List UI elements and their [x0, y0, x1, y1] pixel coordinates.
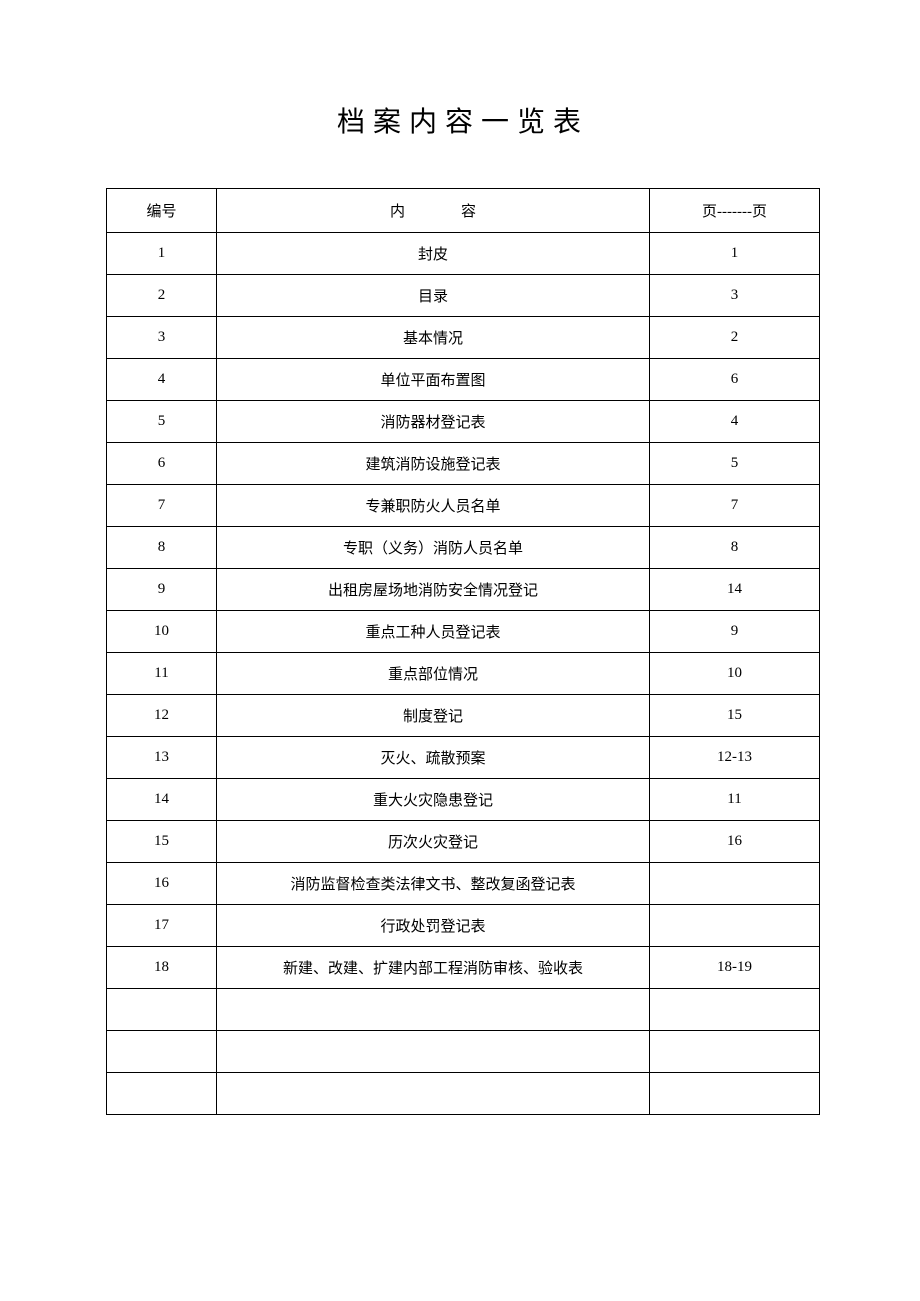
- cell-num: 3: [107, 317, 217, 359]
- cell-content: 新建、改建、扩建内部工程消防审核、验收表: [217, 947, 650, 989]
- table-row: 7专兼职防火人员名单7: [107, 485, 820, 527]
- cell-num: 5: [107, 401, 217, 443]
- table-row: [107, 1031, 820, 1073]
- cell-page: 11: [650, 779, 820, 821]
- table-row: 4单位平面布置图6: [107, 359, 820, 401]
- cell-num: 14: [107, 779, 217, 821]
- cell-num: 18: [107, 947, 217, 989]
- cell-num: 16: [107, 863, 217, 905]
- page-title: 档案内容一览表: [106, 100, 820, 140]
- cell-page: 5: [650, 443, 820, 485]
- cell-page: [650, 863, 820, 905]
- table-row: 11重点部位情况10: [107, 653, 820, 695]
- table-row: 12制度登记15: [107, 695, 820, 737]
- cell-num: 4: [107, 359, 217, 401]
- cell-num: 8: [107, 527, 217, 569]
- cell-num: 9: [107, 569, 217, 611]
- header-num: 编号: [107, 189, 217, 233]
- cell-content: [217, 1073, 650, 1115]
- cell-page: 16: [650, 821, 820, 863]
- cell-num: 1: [107, 233, 217, 275]
- cell-num: 13: [107, 737, 217, 779]
- table-row: 8专职（义务）消防人员名单8: [107, 527, 820, 569]
- cell-content: 专职（义务）消防人员名单: [217, 527, 650, 569]
- cell-content: 建筑消防设施登记表: [217, 443, 650, 485]
- cell-page: [650, 989, 820, 1031]
- header-page: 页-------页: [650, 189, 820, 233]
- table-row: 17行政处罚登记表: [107, 905, 820, 947]
- table-row: 16消防监督检查类法律文书、整改复函登记表: [107, 863, 820, 905]
- cell-content: [217, 1031, 650, 1073]
- cell-content: 出租房屋场地消防安全情况登记: [217, 569, 650, 611]
- table-header-row: 编号 内容 页-------页: [107, 189, 820, 233]
- cell-num: 7: [107, 485, 217, 527]
- cell-content: 重大火灾隐患登记: [217, 779, 650, 821]
- cell-content: 历次火灾登记: [217, 821, 650, 863]
- cell-page: 1: [650, 233, 820, 275]
- cell-num: [107, 989, 217, 1031]
- cell-content: 封皮: [217, 233, 650, 275]
- table-row: 9出租房屋场地消防安全情况登记14: [107, 569, 820, 611]
- cell-num: 15: [107, 821, 217, 863]
- cell-page: 15: [650, 695, 820, 737]
- cell-page: 3: [650, 275, 820, 317]
- cell-page: 12-13: [650, 737, 820, 779]
- cell-page: [650, 1073, 820, 1115]
- cell-page: [650, 1031, 820, 1073]
- header-content: 内容: [217, 189, 650, 233]
- table-row: 13灭火、疏散预案12-13: [107, 737, 820, 779]
- cell-page: 10: [650, 653, 820, 695]
- cell-page: 4: [650, 401, 820, 443]
- cell-num: 12: [107, 695, 217, 737]
- table-row: 6建筑消防设施登记表5: [107, 443, 820, 485]
- table-row: 14重大火灾隐患登记11: [107, 779, 820, 821]
- cell-content: 基本情况: [217, 317, 650, 359]
- cell-content: 重点部位情况: [217, 653, 650, 695]
- cell-content: 行政处罚登记表: [217, 905, 650, 947]
- table-row: 3基本情况2: [107, 317, 820, 359]
- cell-content: [217, 989, 650, 1031]
- archive-contents-table: 编号 内容 页-------页 1封皮1 2目录3 3基本情况2 4单位平面布置…: [106, 188, 820, 1115]
- table-row: [107, 1073, 820, 1115]
- table-row: 15历次火灾登记16: [107, 821, 820, 863]
- cell-num: [107, 1031, 217, 1073]
- cell-content: 消防器材登记表: [217, 401, 650, 443]
- table-row: 10重点工种人员登记表9: [107, 611, 820, 653]
- cell-num: 11: [107, 653, 217, 695]
- cell-num: 6: [107, 443, 217, 485]
- cell-page: 8: [650, 527, 820, 569]
- table-row: 1封皮1: [107, 233, 820, 275]
- cell-page: 9: [650, 611, 820, 653]
- cell-page: [650, 905, 820, 947]
- cell-page: 7: [650, 485, 820, 527]
- cell-page: 18-19: [650, 947, 820, 989]
- table-row: 2目录3: [107, 275, 820, 317]
- cell-num: 10: [107, 611, 217, 653]
- cell-content: 专兼职防火人员名单: [217, 485, 650, 527]
- cell-page: 6: [650, 359, 820, 401]
- cell-content: 重点工种人员登记表: [217, 611, 650, 653]
- cell-content: 单位平面布置图: [217, 359, 650, 401]
- table-row: 5消防器材登记表4: [107, 401, 820, 443]
- cell-content: 目录: [217, 275, 650, 317]
- cell-num: 2: [107, 275, 217, 317]
- table-row: [107, 989, 820, 1031]
- cell-page: 2: [650, 317, 820, 359]
- cell-num: 17: [107, 905, 217, 947]
- cell-content: 制度登记: [217, 695, 650, 737]
- cell-num: [107, 1073, 217, 1115]
- table-row: 18新建、改建、扩建内部工程消防审核、验收表18-19: [107, 947, 820, 989]
- cell-content: 消防监督检查类法律文书、整改复函登记表: [217, 863, 650, 905]
- cell-page: 14: [650, 569, 820, 611]
- cell-content: 灭火、疏散预案: [217, 737, 650, 779]
- table-body: 1封皮1 2目录3 3基本情况2 4单位平面布置图6 5消防器材登记表4 6建筑…: [107, 233, 820, 1115]
